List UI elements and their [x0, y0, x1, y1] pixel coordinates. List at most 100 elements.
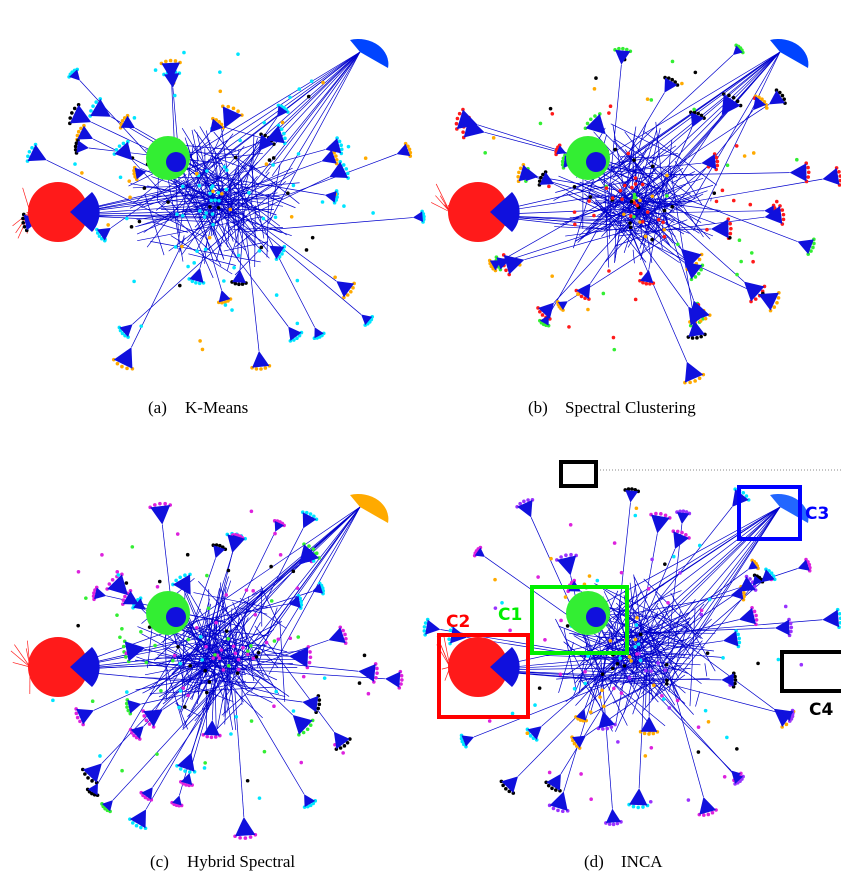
edge: [602, 52, 780, 183]
node: [609, 104, 613, 108]
cluster-core: [166, 152, 186, 172]
node: [665, 682, 669, 686]
node: [663, 562, 667, 566]
node: [643, 732, 647, 736]
node: [620, 197, 624, 201]
node: [806, 175, 810, 179]
node: [564, 553, 568, 557]
node: [374, 676, 378, 680]
fan: [625, 490, 638, 503]
node: [613, 148, 617, 152]
node: [132, 280, 136, 284]
node: [699, 335, 703, 339]
node: [735, 144, 739, 148]
edge: [628, 224, 688, 307]
node: [775, 301, 779, 305]
node: [255, 655, 259, 659]
node: [632, 158, 636, 162]
node: [733, 682, 737, 686]
node: [698, 258, 702, 262]
node: [223, 165, 227, 169]
node: [638, 199, 642, 203]
node: [169, 59, 173, 63]
edge: [131, 238, 185, 348]
node: [178, 575, 182, 579]
node: [697, 725, 701, 729]
node: [236, 671, 240, 675]
node: [549, 557, 553, 561]
node: [573, 223, 577, 227]
node: [341, 751, 345, 755]
node: [122, 645, 126, 649]
node: [125, 217, 129, 221]
node: [754, 297, 758, 301]
node: [153, 644, 157, 648]
edge: [209, 589, 210, 650]
node: [198, 339, 202, 343]
node: [232, 644, 236, 648]
fan: [385, 672, 400, 688]
node: [637, 642, 641, 646]
node: [312, 547, 316, 551]
edge: [609, 507, 780, 613]
node: [586, 122, 590, 126]
node: [163, 502, 167, 506]
node: [628, 655, 632, 659]
edge: [510, 227, 610, 260]
node: [697, 750, 701, 754]
node: [547, 185, 551, 189]
node: [706, 813, 710, 817]
node: [274, 215, 278, 219]
edge: [633, 250, 634, 263]
node: [659, 512, 663, 516]
node: [73, 162, 77, 166]
node: [142, 714, 146, 718]
node: [608, 822, 612, 826]
node: [249, 644, 253, 648]
node: [288, 96, 292, 100]
node: [736, 99, 740, 103]
node: [670, 78, 674, 82]
node: [612, 348, 616, 352]
node: [77, 130, 81, 134]
node: [292, 184, 296, 188]
edge: [670, 167, 694, 320]
figure: (a) K-Means (b) Spectral Clustering (c) …: [0, 0, 841, 889]
node: [253, 613, 257, 617]
node: [556, 809, 560, 813]
node: [795, 158, 799, 162]
node: [539, 122, 543, 126]
node: [737, 637, 741, 641]
node: [687, 798, 691, 802]
node: [130, 225, 134, 229]
node: [349, 290, 353, 294]
node: [645, 282, 649, 286]
edge: [695, 691, 699, 706]
node: [423, 629, 427, 633]
node: [519, 167, 523, 171]
node: [408, 148, 412, 152]
node: [209, 199, 213, 203]
node: [772, 305, 776, 309]
node: [639, 659, 643, 663]
node: [217, 199, 221, 203]
node: [115, 613, 119, 617]
node: [588, 574, 592, 578]
node: [263, 750, 267, 754]
node: [309, 512, 313, 516]
node: [98, 754, 102, 758]
node: [706, 651, 710, 655]
node: [777, 658, 781, 662]
node: [754, 614, 758, 618]
node: [118, 636, 122, 640]
node: [76, 624, 80, 628]
node: [343, 744, 347, 748]
node: [600, 688, 604, 692]
edge: [564, 629, 576, 689]
node: [780, 208, 784, 212]
cluster-label: C2: [446, 612, 470, 632]
node: [265, 162, 269, 166]
node: [620, 691, 624, 695]
node: [662, 228, 666, 232]
node: [732, 96, 736, 100]
